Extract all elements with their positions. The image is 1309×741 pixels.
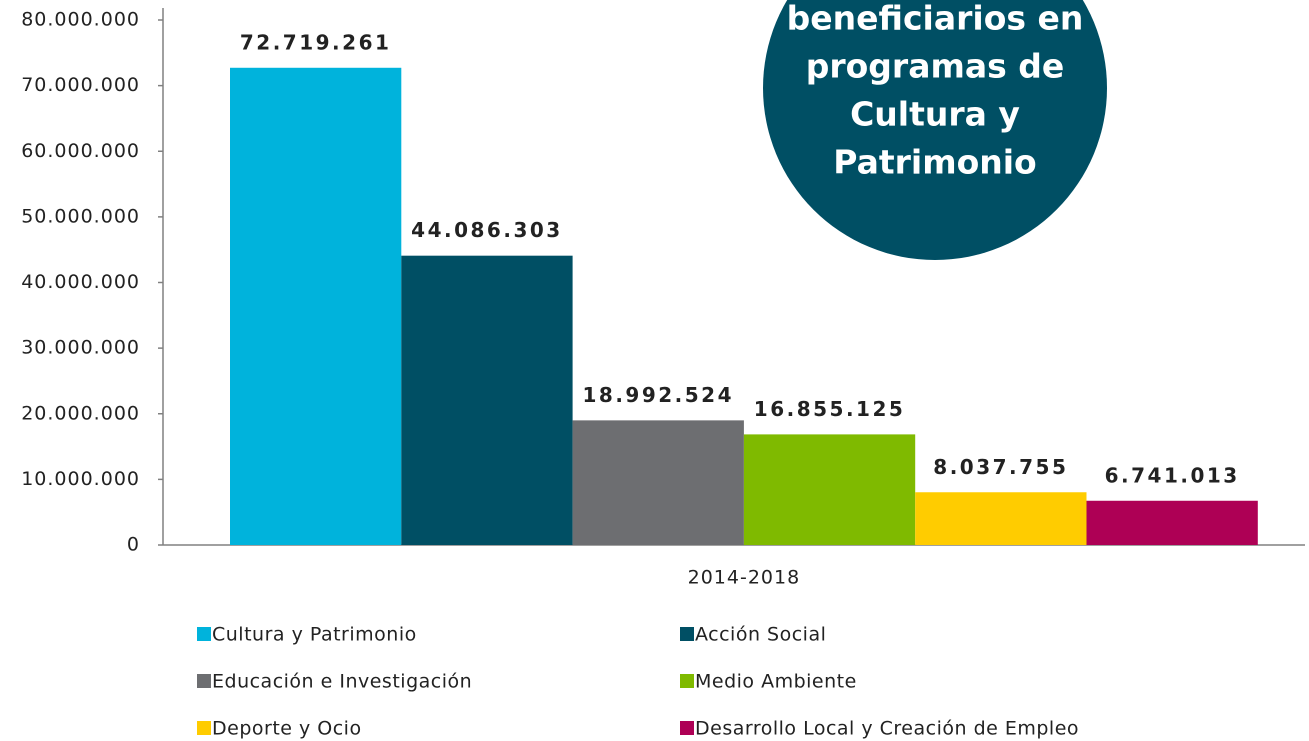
bar: [743, 434, 916, 545]
legend-swatch: [197, 674, 211, 688]
bar: [572, 420, 744, 545]
y-tick-label: 60.000.000: [21, 140, 140, 162]
legend-swatch: [197, 627, 211, 641]
y-tick-label: 50.000.000: [21, 205, 140, 227]
y-tick-label: 40.000.000: [21, 271, 140, 293]
bar: [230, 67, 402, 545]
legend-label: Educación e Investigación: [212, 671, 472, 693]
data-label: 72.719.261: [240, 30, 392, 54]
y-tick-label: 0: [127, 534, 140, 556]
legend-label: Acción Social: [695, 624, 826, 646]
legend-swatch: [197, 721, 211, 735]
legend-swatch: [680, 627, 694, 641]
annotation-text: Patrimonio: [833, 143, 1036, 182]
y-tick-label: 30.000.000: [21, 337, 140, 359]
annotation-text: beneficiarios en: [787, 0, 1084, 38]
y-tick-label: 10.000.000: [21, 468, 140, 490]
y-tick-label: 20.000.000: [21, 402, 140, 424]
y-tick-label: 70.000.000: [21, 74, 140, 96]
bar: [915, 492, 1087, 545]
bar: [401, 255, 573, 545]
data-label: 16.855.125: [754, 397, 906, 421]
y-tick-label: 80.000.000: [21, 9, 140, 31]
data-label: 18.992.524: [582, 383, 734, 407]
bar: [1086, 500, 1258, 545]
data-label: 8.037.755: [933, 455, 1068, 479]
data-label: 44.086.303: [411, 218, 563, 242]
annotation-text: Cultura y: [850, 95, 1020, 134]
data-label: 6.741.013: [1105, 463, 1240, 487]
legend-swatch: [680, 721, 694, 735]
legend-label: Desarrollo Local y Creación de Empleo: [695, 718, 1079, 740]
annotation-circle: [763, 0, 1107, 260]
legend-label: Cultura y Patrimonio: [212, 624, 417, 646]
legend-label: Deporte y Ocio: [212, 718, 362, 740]
annotation-text: programas de: [806, 47, 1065, 86]
legend-label: Medio Ambiente: [695, 671, 857, 693]
legend-swatch: [680, 674, 694, 688]
x-tick-label: 2014-2018: [688, 567, 801, 589]
